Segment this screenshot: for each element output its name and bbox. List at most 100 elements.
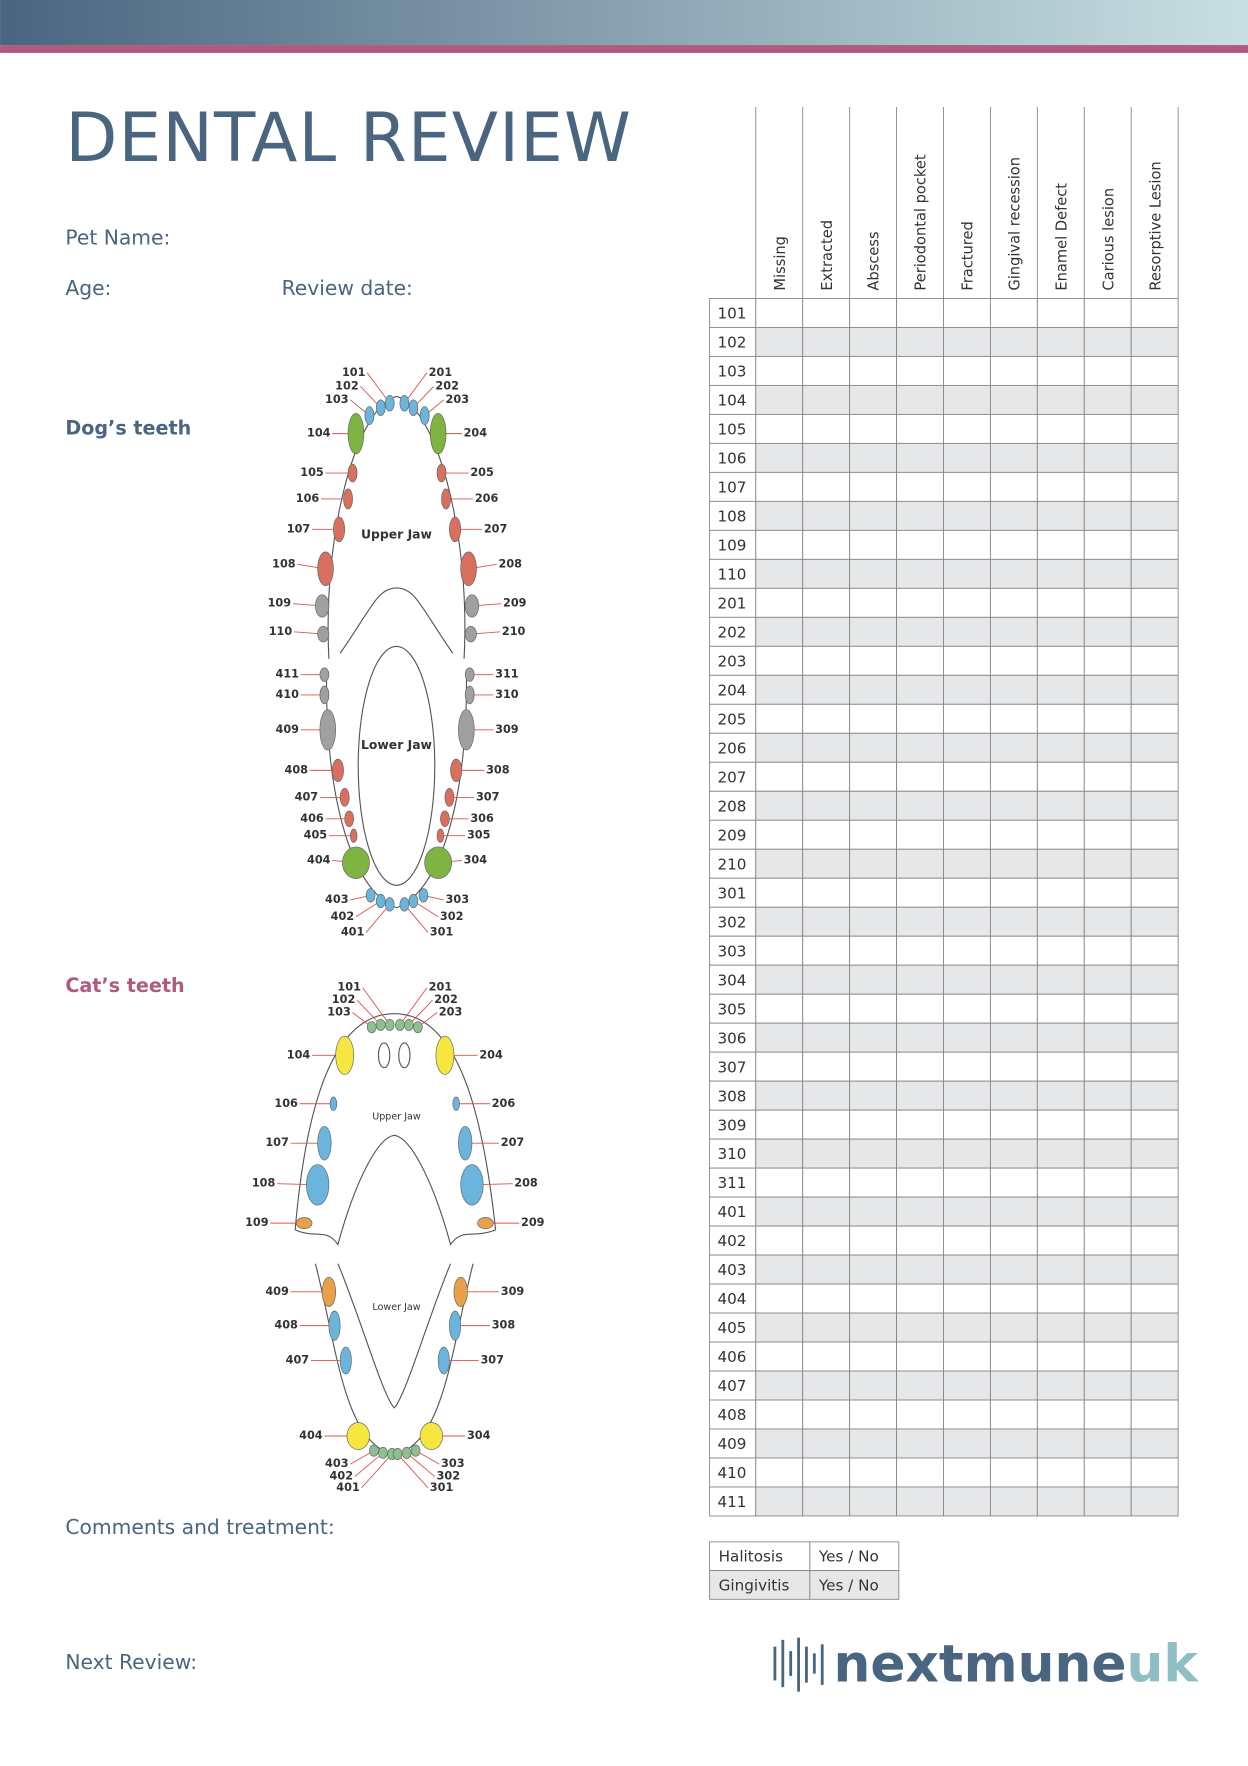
- tooth: [339, 788, 350, 807]
- cell: [1083, 819, 1132, 850]
- cell: [755, 558, 804, 589]
- cell: [849, 1225, 898, 1256]
- check-text: Yes / No: [818, 1548, 879, 1566]
- tooth: [306, 1164, 330, 1206]
- cell: [989, 471, 1038, 502]
- cell: [1130, 442, 1179, 473]
- cell: [1036, 674, 1085, 705]
- cell: [802, 1138, 851, 1169]
- tooth: [458, 1125, 473, 1161]
- cell: [896, 906, 944, 937]
- cell: [896, 819, 944, 850]
- tooth-number: 209: [503, 597, 527, 610]
- cell: [802, 1399, 851, 1430]
- tooth-pointer: [354, 1452, 384, 1477]
- cell: [755, 529, 804, 560]
- cell: [943, 1109, 991, 1140]
- row-label-cell: [709, 587, 757, 618]
- cell: [1036, 1051, 1085, 1082]
- dog-palate: [339, 587, 454, 654]
- cell: [802, 1486, 851, 1517]
- tooth-pointer: [356, 999, 382, 1026]
- tooth: [384, 1018, 395, 1031]
- cell: [1036, 616, 1085, 647]
- tooth: [436, 463, 447, 483]
- cell: [802, 529, 851, 560]
- row-label-cell: [709, 1370, 757, 1401]
- row-label: 102: [717, 334, 746, 352]
- cell: [943, 529, 991, 560]
- row-label: 208: [717, 797, 746, 815]
- cell: [849, 1370, 898, 1401]
- cell: [1130, 1370, 1179, 1401]
- cell: [755, 355, 804, 386]
- cell: [943, 442, 991, 473]
- cell: [896, 964, 944, 995]
- tooth-number: 407: [286, 1354, 309, 1367]
- row-label: 304: [717, 971, 746, 989]
- cell: [849, 1022, 898, 1053]
- cell: [802, 1312, 851, 1343]
- cell: [1036, 1138, 1085, 1169]
- tooth: [424, 846, 453, 879]
- tooth: [317, 625, 330, 643]
- tooth: [419, 1422, 444, 1450]
- cell: [943, 355, 991, 386]
- tooth-number: 201: [429, 981, 453, 994]
- cell: [1036, 587, 1085, 618]
- cell: [989, 703, 1038, 734]
- row-label: 202: [717, 623, 746, 641]
- tooth-number: 307: [480, 1354, 503, 1367]
- cell: [802, 1167, 851, 1198]
- cell: [1083, 384, 1132, 415]
- cell: [989, 1486, 1038, 1517]
- cell: [989, 1225, 1038, 1256]
- tooth: [401, 1446, 412, 1459]
- cell: [802, 1457, 851, 1488]
- cell: [849, 1486, 898, 1517]
- tooth-number: 208: [499, 557, 523, 570]
- tooth-pointer: [397, 1453, 429, 1489]
- cell: [755, 1138, 804, 1169]
- tooth-number: 210: [502, 625, 526, 638]
- cell: [849, 761, 898, 792]
- cell: [755, 471, 804, 502]
- cell: [802, 355, 851, 386]
- cell: [989, 413, 1038, 444]
- cell: [896, 1486, 944, 1517]
- cell: [1130, 1051, 1179, 1082]
- tooth-number: 409: [265, 1285, 289, 1298]
- cell: [1130, 1428, 1179, 1459]
- tooth-number: 106: [296, 492, 320, 505]
- row-label-cell: [709, 355, 757, 386]
- tooth-number: 308: [486, 763, 510, 776]
- row-label-cell: [709, 1457, 757, 1488]
- row-label-cell: [709, 877, 757, 908]
- cell: [849, 819, 898, 850]
- cell: [1083, 355, 1132, 386]
- cell: [755, 1022, 804, 1053]
- cell: [1083, 877, 1132, 908]
- cell: [1083, 616, 1132, 647]
- row-label: 103: [717, 363, 746, 381]
- cell: [989, 993, 1038, 1024]
- cell: [802, 1080, 851, 1111]
- review-date-label: Review date:: [282, 276, 413, 300]
- cell: [755, 761, 804, 792]
- dog-lower-jaw-label: Lower Jaw: [361, 738, 432, 752]
- tooth-number: 311: [495, 668, 519, 681]
- cell: [943, 993, 991, 1024]
- cell: [896, 1109, 944, 1140]
- cell: [849, 964, 898, 995]
- cell: [896, 848, 944, 879]
- cell: [1130, 558, 1179, 589]
- cell: [849, 1080, 898, 1111]
- row-label-cell: [709, 1428, 757, 1459]
- cell: [896, 1341, 944, 1372]
- cell: [943, 761, 991, 792]
- cell: [943, 1428, 991, 1459]
- row-label: 309: [717, 1116, 746, 1134]
- tooth-number: 408: [285, 763, 309, 776]
- cell: [1036, 703, 1085, 734]
- cell: [1036, 1080, 1085, 1111]
